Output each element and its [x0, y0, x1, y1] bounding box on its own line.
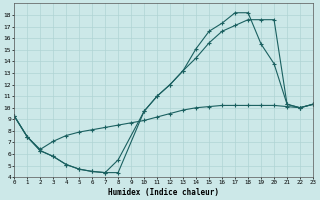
X-axis label: Humidex (Indice chaleur): Humidex (Indice chaleur) [108, 188, 219, 197]
